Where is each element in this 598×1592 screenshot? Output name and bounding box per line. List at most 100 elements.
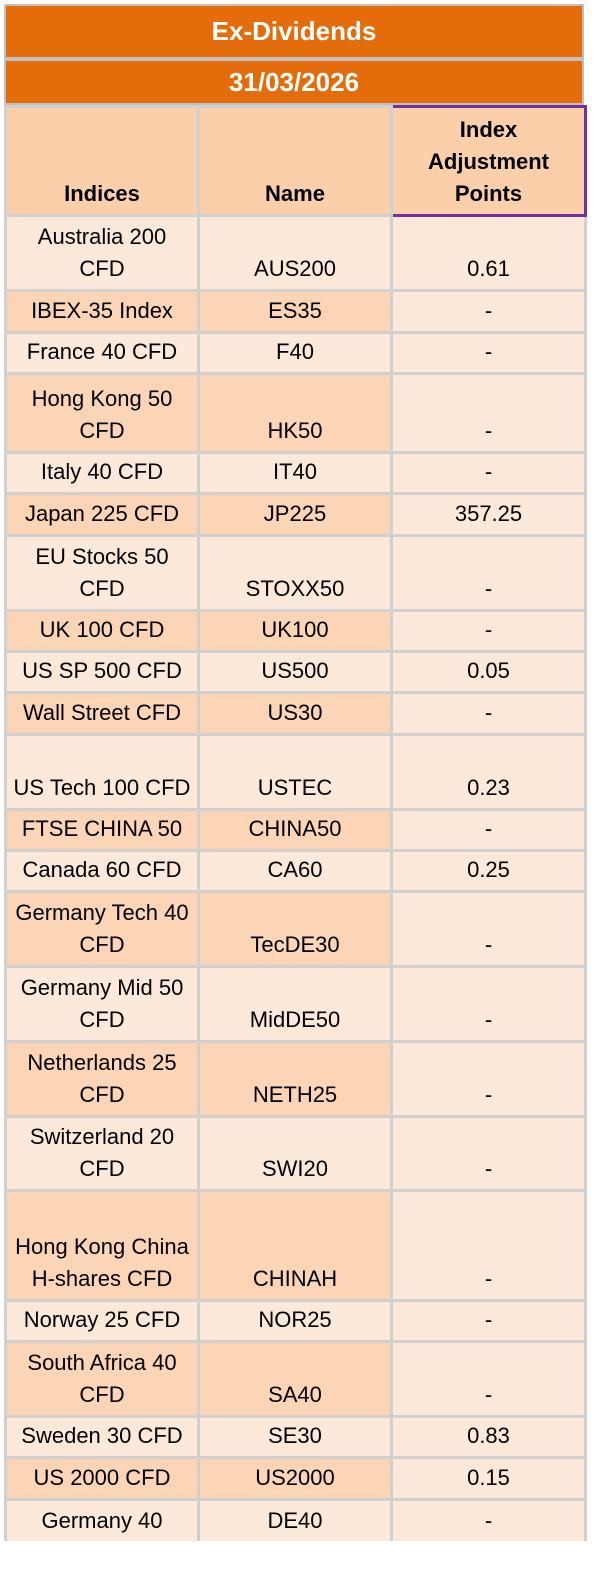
table-row: Japan 225 CFD JP225 357.25 bbox=[4, 492, 587, 537]
dividends-table: Indices Name Index Adjustment Points Aus… bbox=[4, 105, 587, 1541]
cell-adjustment-points: 0.05 bbox=[390, 650, 587, 694]
sheet-date: 31/03/2026 bbox=[4, 59, 584, 105]
table-row: Australia 200 CFD AUS200 0.61 bbox=[4, 214, 587, 292]
cell-index: US SP 500 CFD bbox=[4, 650, 200, 694]
cell-name: US2000 bbox=[197, 1456, 393, 1501]
cell-adjustment-points: 0.15 bbox=[390, 1456, 587, 1501]
cell-name: SWI20 bbox=[197, 1115, 393, 1192]
cell-index: Norway 25 CFD bbox=[4, 1299, 200, 1343]
cell-index: FTSE CHINA 50 bbox=[4, 808, 200, 852]
cell-name: AUS200 bbox=[197, 214, 393, 292]
cell-adjustment-points: - bbox=[390, 1498, 587, 1541]
cell-name: IT40 bbox=[197, 451, 393, 495]
cell-name: SE30 bbox=[197, 1415, 393, 1459]
table-row: EU Stocks 50 CFD STOXX50- bbox=[4, 534, 587, 612]
cell-adjustment-points: - bbox=[390, 1299, 587, 1343]
cell-index: Germany Mid 50 CFD bbox=[4, 965, 200, 1043]
table-row: Germany 40 DE40- bbox=[4, 1498, 587, 1541]
cell-name: JP225 bbox=[197, 492, 393, 537]
cell-name: SA40 bbox=[197, 1340, 393, 1418]
cell-adjustment-points: - bbox=[390, 534, 587, 612]
cell-adjustment-points: 0.83 bbox=[390, 1415, 587, 1459]
cell-adjustment-points: - bbox=[390, 808, 587, 852]
cell-index: Netherlands 25 CFD bbox=[4, 1040, 200, 1118]
cell-name: US500 bbox=[197, 650, 393, 694]
sheet-title: Ex-Dividends bbox=[4, 4, 584, 59]
cell-name: ES35 bbox=[197, 289, 393, 334]
table-row: Norway 25 CFD NOR25- bbox=[4, 1299, 587, 1343]
cell-index: Hong Kong China H-shares CFD bbox=[4, 1189, 200, 1302]
cell-index: UK 100 CFD bbox=[4, 609, 200, 653]
cell-name: NOR25 bbox=[197, 1299, 393, 1343]
cell-adjustment-points: 0.61 bbox=[390, 214, 587, 292]
table-row: IBEX-35 Index ES35- bbox=[4, 289, 587, 334]
table-row: FTSE CHINA 50 CHINA50- bbox=[4, 808, 587, 852]
table-row: Hong Kong 50 CFD HK50- bbox=[4, 372, 587, 454]
table-row: Sweden 30 CFD SE30 0.83 bbox=[4, 1415, 587, 1459]
column-header-name: Name bbox=[197, 105, 393, 217]
cell-name: CA60 bbox=[197, 849, 393, 893]
table-row: US SP 500 CFD US500 0.05 bbox=[4, 650, 587, 694]
cell-name: UK100 bbox=[197, 609, 393, 653]
cell-adjustment-points: - bbox=[390, 451, 587, 495]
cell-adjustment-points: - bbox=[390, 289, 587, 334]
cell-adjustment-points: - bbox=[390, 1040, 587, 1118]
cell-index: Japan 225 CFD bbox=[4, 492, 200, 537]
cell-adjustment-points: 357.25 bbox=[390, 492, 587, 537]
column-header-adjustment-points: Index Adjustment Points bbox=[390, 105, 587, 217]
cell-index: EU Stocks 50 CFD bbox=[4, 534, 200, 612]
table-row: Wall Street CFD US30- bbox=[4, 691, 587, 736]
cell-index: Italy 40 CFD bbox=[4, 451, 200, 495]
cell-index: US 2000 CFD bbox=[4, 1456, 200, 1501]
cell-index: IBEX-35 Index bbox=[4, 289, 200, 334]
cell-index: Germany 40 bbox=[4, 1498, 200, 1541]
cell-name: STOXX50 bbox=[197, 534, 393, 612]
cell-index: France 40 CFD bbox=[4, 331, 200, 375]
cell-adjustment-points: - bbox=[390, 609, 587, 653]
table-row: US Tech 100 CFD USTEC 0.23 bbox=[4, 733, 587, 811]
column-header-indices: Indices bbox=[4, 105, 200, 217]
table-row: UK 100 CFD UK100- bbox=[4, 609, 587, 653]
cell-adjustment-points: - bbox=[390, 1340, 587, 1418]
cell-index: US Tech 100 CFD bbox=[4, 733, 200, 811]
cell-index: South Africa 40 CFD bbox=[4, 1340, 200, 1418]
cell-name: F40 bbox=[197, 331, 393, 375]
cell-name: CHINAH bbox=[197, 1189, 393, 1302]
cell-name: USTEC bbox=[197, 733, 393, 811]
table-row: South Africa 40 CFD SA40- bbox=[4, 1340, 587, 1418]
table-row: Netherlands 25 CFD NETH25- bbox=[4, 1040, 587, 1118]
table-row: Canada 60 CFD CA60 0.25 bbox=[4, 849, 587, 893]
cell-name: MidDE50 bbox=[197, 965, 393, 1043]
table-row: Switzerland 20 CFD SWI20- bbox=[4, 1115, 587, 1192]
cell-adjustment-points: 0.23 bbox=[390, 733, 587, 811]
cell-adjustment-points: - bbox=[390, 691, 587, 736]
cell-name: US30 bbox=[197, 691, 393, 736]
cell-adjustment-points: 0.25 bbox=[390, 849, 587, 893]
cell-adjustment-points: - bbox=[390, 1115, 587, 1192]
table-row: Hong Kong China H-shares CFD CHINAH - bbox=[4, 1189, 587, 1302]
cell-index: Hong Kong 50 CFD bbox=[4, 372, 200, 454]
cell-adjustment-points: - bbox=[390, 331, 587, 375]
cell-name: NETH25 bbox=[197, 1040, 393, 1118]
cell-index: Sweden 30 CFD bbox=[4, 1415, 200, 1459]
cell-adjustment-points: - bbox=[390, 965, 587, 1043]
cell-name: CHINA50 bbox=[197, 808, 393, 852]
header-row: Indices Name Index Adjustment Points bbox=[4, 105, 587, 217]
cell-index: Wall Street CFD bbox=[4, 691, 200, 736]
cell-index: Canada 60 CFD bbox=[4, 849, 200, 893]
cell-name: HK50 bbox=[197, 372, 393, 454]
cell-index: Australia 200 CFD bbox=[4, 214, 200, 292]
table-row: France 40 CFD F40- bbox=[4, 331, 587, 375]
cell-index: Germany Tech 40 CFD bbox=[4, 890, 200, 968]
cell-adjustment-points: - bbox=[390, 372, 587, 454]
cell-name: DE40 bbox=[197, 1498, 393, 1541]
cell-index: Switzerland 20 CFD bbox=[4, 1115, 200, 1192]
cell-adjustment-points: - bbox=[390, 1189, 587, 1302]
cell-adjustment-points: - bbox=[390, 890, 587, 968]
table-row: Germany Tech 40 CFD TecDE30- bbox=[4, 890, 587, 968]
table-row: Germany Mid 50 CFD MidDE50- bbox=[4, 965, 587, 1043]
table-row: US 2000 CFD US2000 0.15 bbox=[4, 1456, 587, 1501]
table-row: Italy 40 CFD IT40- bbox=[4, 451, 587, 495]
cell-name: TecDE30 bbox=[197, 890, 393, 968]
